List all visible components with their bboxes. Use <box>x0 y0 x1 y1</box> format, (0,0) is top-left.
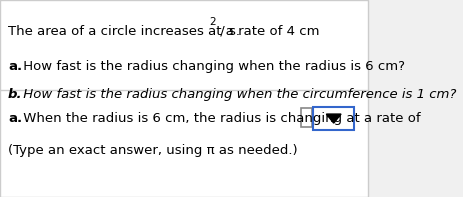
Text: b.: b. <box>8 88 23 101</box>
FancyBboxPatch shape <box>313 107 353 130</box>
Text: (Type an exact answer, using π as needed.): (Type an exact answer, using π as needed… <box>8 144 297 157</box>
Text: The area of a circle increases at a rate of 4 cm: The area of a circle increases at a rate… <box>8 25 319 38</box>
Polygon shape <box>325 114 340 123</box>
Text: How fast is the radius changing when the radius is 6 cm?: How fast is the radius changing when the… <box>19 60 404 73</box>
Text: a.: a. <box>8 112 22 125</box>
FancyBboxPatch shape <box>0 0 367 197</box>
Text: a.: a. <box>8 60 22 73</box>
FancyBboxPatch shape <box>300 108 311 127</box>
Text: When the radius is 6 cm, the radius is changing at a rate of: When the radius is 6 cm, the radius is c… <box>19 112 420 125</box>
Text: / s.: / s. <box>216 25 240 38</box>
Text: 2: 2 <box>209 17 215 27</box>
Text: How fast is the radius changing when the circumference is 1 cm?: How fast is the radius changing when the… <box>19 88 456 101</box>
